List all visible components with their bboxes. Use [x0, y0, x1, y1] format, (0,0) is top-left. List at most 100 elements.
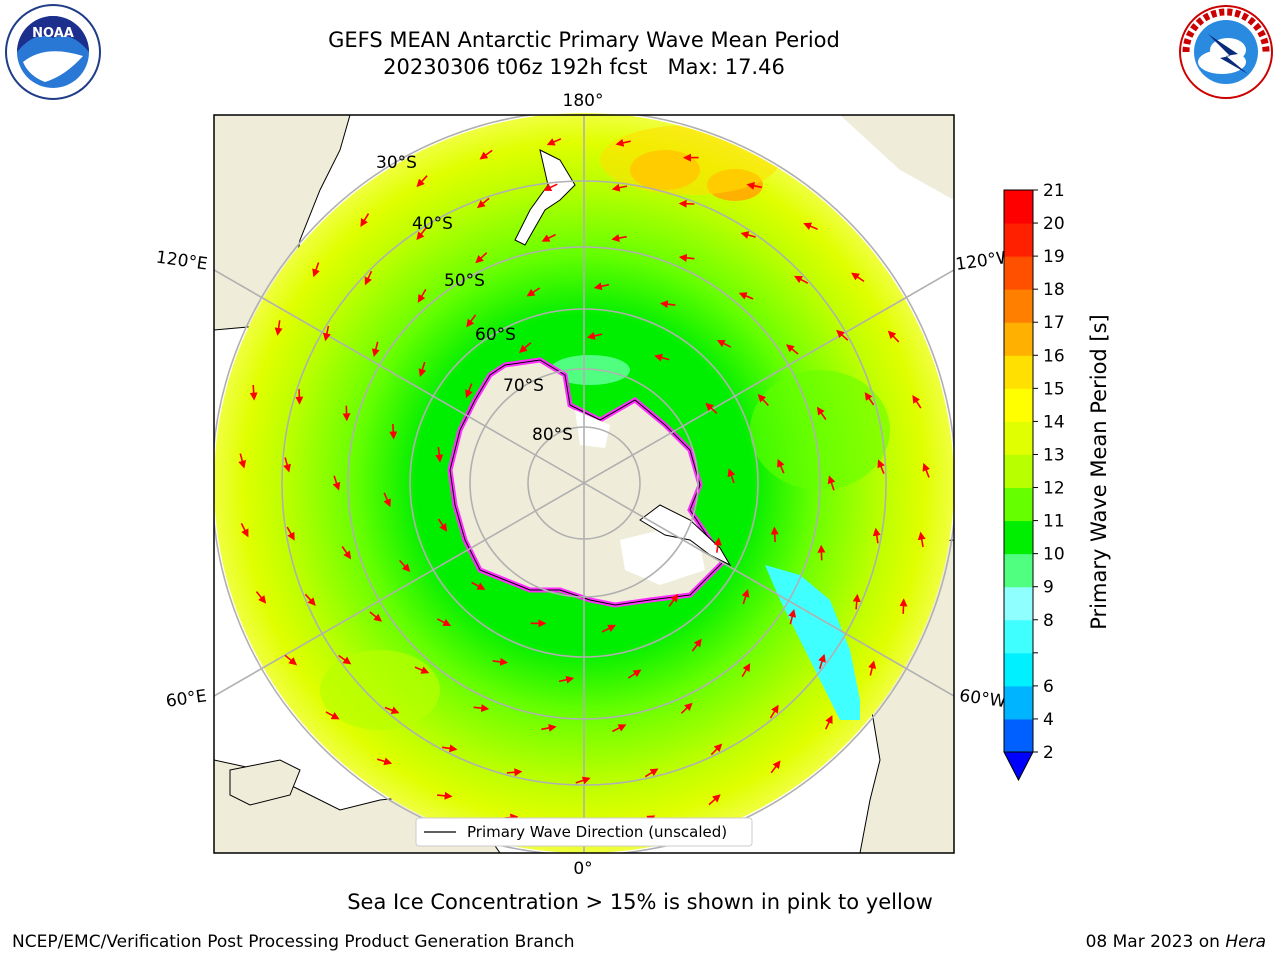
wave-direction-arrow: [827, 475, 836, 491]
wave-direction-arrow: [364, 270, 373, 286]
wave-direction-arrow: [705, 402, 718, 414]
wave-direction-arrow: [332, 475, 341, 491]
colorbar-tick-label: 10: [1043, 545, 1065, 565]
colorbar-tick-label: 6: [1043, 677, 1054, 697]
wave-direction-arrow: [476, 197, 490, 209]
wave-direction-arrow: [738, 292, 754, 300]
lat-label-40s: 40°S: [412, 214, 453, 234]
wave-direction-arrow: [713, 537, 722, 553]
wave-direction-arrow: [437, 791, 453, 800]
caption: Sea Ice Concentration > 15% is shown in …: [347, 890, 933, 914]
wave-direction-arrow: [249, 384, 258, 401]
wave-direction-arrow: [816, 406, 827, 420]
wave-direction-arrow: [546, 138, 562, 146]
colorbar-tick-label: 12: [1043, 479, 1065, 499]
wave-direction-arrow: [611, 234, 627, 242]
lon-label-lower-right: 60°W: [958, 686, 1007, 712]
colorbar-tick-label: 9: [1043, 578, 1054, 598]
colorbar-tick-label: 4: [1043, 710, 1054, 730]
wave-direction-arrow: [575, 776, 591, 785]
wave-direction-arrow: [824, 715, 833, 730]
wave-direction-arrow: [872, 527, 881, 544]
wave-direction-arrow: [770, 760, 781, 774]
wave-direction-arrow: [917, 531, 926, 548]
wave-direction-arrow: [716, 339, 732, 348]
colorbar-tick-label: 19: [1043, 247, 1065, 267]
page-title: GEFS MEAN Antarctic Primary Wave Mean Pe…: [328, 28, 840, 52]
wave-direction-arrow: [740, 231, 756, 239]
wave-direction-arrow: [325, 711, 340, 720]
wave-direction-arrow: [678, 253, 695, 262]
footer-date: 08 Mar 2023 on: [1085, 932, 1220, 952]
colorbar-tick-label: 8: [1043, 611, 1054, 631]
noaa-logo: NOAA: [5, 4, 101, 100]
wave-direction-arrow: [746, 181, 762, 190]
wave-direction-arrow: [475, 252, 488, 264]
wave-direction-arrow: [543, 183, 558, 192]
legend-label: Primary Wave Direction (unscaled): [467, 823, 727, 841]
colorbar-tick-label: 13: [1043, 445, 1065, 465]
wave-direction-arrow: [612, 724, 627, 733]
wave-direction-arrow: [818, 653, 826, 669]
colorbar-segment: [1004, 652, 1033, 687]
wave-direction-arrow: [518, 342, 532, 353]
colorbar-segment: [1004, 454, 1033, 489]
wave-direction-arrow: [466, 314, 477, 328]
wave-direction-arrow: [558, 675, 575, 684]
wave-direction-arrow: [342, 405, 351, 422]
wave-direction-arrow: [785, 344, 799, 355]
wave-direction-arrow: [601, 624, 617, 633]
wave-direction-arrow: [912, 394, 922, 409]
map-legend: Primary Wave Direction (unscaled): [415, 817, 753, 847]
run-info: 20230306 t06z 192h fcst: [383, 55, 648, 79]
wave-direction-arrow: [757, 394, 769, 407]
wave-direction-arrow: [864, 392, 875, 406]
lat-label-70s: 70°S: [503, 376, 544, 396]
wave-direction-arrow: [593, 282, 610, 291]
colorbar-tick-label: 2: [1043, 743, 1054, 763]
colorbar-segment: [1004, 388, 1033, 422]
land-upper-right: [840, 115, 954, 200]
colorbar-tick-label: 11: [1043, 512, 1065, 532]
wave-direction-arrow: [417, 288, 427, 303]
wave-direction-arrow: [668, 593, 679, 607]
graticule: [214, 115, 954, 853]
wave-direction-arrow: [803, 222, 818, 230]
colorbar-segment: [1004, 619, 1033, 654]
wave-direction-arrow: [710, 743, 723, 756]
wave-direction-arrows: [238, 138, 930, 830]
lat-label-30s: 30°S: [376, 153, 417, 173]
wave-direction-arrow: [836, 329, 849, 341]
wave-direction-arrow: [817, 544, 826, 561]
wave-direction-arrow: [611, 183, 628, 192]
wave-direction-arrow: [851, 272, 865, 283]
wave-direction-arrow: [708, 794, 721, 806]
wave-direction-arrow: [541, 233, 556, 242]
wave-direction-arrow: [627, 669, 642, 679]
footer-left: NCEP/EMC/Verification Post Processing Pr…: [12, 932, 575, 952]
wave-direction-arrow: [492, 657, 509, 666]
wave-direction-arrow: [414, 666, 430, 674]
wave-direction-arrow: [471, 581, 486, 590]
wave-direction-arrow: [691, 638, 702, 652]
wave-direction-arrow: [371, 341, 380, 357]
page-subtitle: 20230306 t06z 192h fcst Max: 17.46: [284, 54, 884, 81]
wave-direction-arrow: [435, 447, 444, 463]
svg-text:NOAA: NOAA: [32, 26, 74, 41]
colorbar-segment: [1004, 322, 1033, 356]
wave-direction-arrow: [479, 149, 493, 160]
colorbar-segment: [1004, 520, 1033, 555]
colorbar-tick-label: 16: [1043, 346, 1065, 366]
land-madagascar: [229, 759, 301, 806]
wave-direction-arrow: [654, 353, 670, 362]
wave-direction-arrow: [615, 138, 631, 147]
wave-direction-arrow: [741, 663, 751, 678]
colorbar-segment: [1004, 685, 1033, 720]
colorbar-tick-label: 14: [1043, 412, 1065, 432]
wave-direction-arrow: [770, 526, 779, 543]
colorbar-segment: [1004, 718, 1033, 753]
wave-direction-arrow: [255, 591, 267, 604]
wave-direction-arrow: [437, 518, 448, 532]
wave-direction-arrow: [284, 654, 298, 666]
